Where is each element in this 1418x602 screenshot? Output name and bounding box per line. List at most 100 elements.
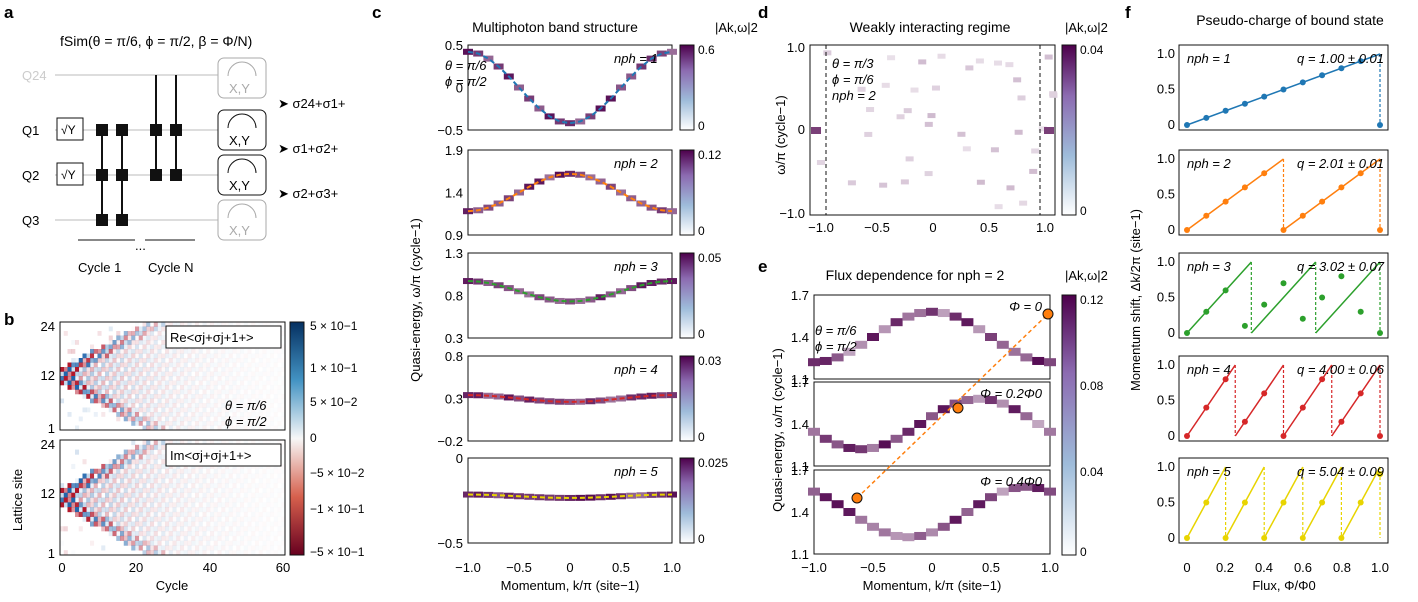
heatmap-cell xyxy=(86,507,90,512)
heatmap-cell xyxy=(274,367,278,372)
heatmap-cell xyxy=(251,358,255,363)
heatmap-cell xyxy=(210,417,214,422)
heatmap-cell xyxy=(188,498,192,503)
heatmap-cell xyxy=(71,474,75,479)
heatmap-cell xyxy=(79,408,83,413)
heatmap-cell xyxy=(135,454,139,459)
heatmap-cell xyxy=(154,345,158,350)
heatmap-cell xyxy=(221,498,225,503)
heatmap-cell xyxy=(143,327,147,332)
f-ytick: 0.5 xyxy=(1157,82,1175,97)
heatmap-cell xyxy=(150,526,154,531)
e-cell xyxy=(926,528,938,536)
heatmap-cell xyxy=(244,507,248,512)
heatmap-cell xyxy=(105,331,109,336)
heatmap-cell xyxy=(210,385,214,390)
heatmap-cell xyxy=(161,376,165,381)
heatmap-cell xyxy=(158,363,162,368)
heatmap-cell xyxy=(266,358,270,363)
heatmap-cell xyxy=(75,381,79,386)
heatmap-cell xyxy=(154,376,158,381)
heatmap-cell xyxy=(158,358,162,363)
heatmap-cell xyxy=(188,385,192,390)
heatmap-cell xyxy=(90,403,94,408)
heatmap-cell xyxy=(278,521,282,526)
heatmap-cell xyxy=(248,502,252,507)
heatmap-cell xyxy=(98,349,102,354)
heatmap-cell xyxy=(86,327,90,332)
heatmap-cell xyxy=(68,526,72,531)
heatmap-cell xyxy=(143,394,147,399)
heatmap-cell xyxy=(139,459,143,464)
heatmap-cell xyxy=(71,385,75,390)
heatmap-cell xyxy=(113,412,117,417)
heatmap-cell xyxy=(64,331,68,336)
heatmap-cell xyxy=(274,469,278,474)
heatmap-cell xyxy=(101,498,105,503)
heatmap-cell xyxy=(113,545,117,550)
heatmap-cell xyxy=(109,417,113,422)
heatmap-cell xyxy=(244,376,248,381)
heatmap-cell xyxy=(270,408,274,413)
heatmap-cell xyxy=(109,541,113,546)
heatmap-cell xyxy=(195,354,199,359)
heatmap-cell xyxy=(278,531,282,536)
heatmap-cell xyxy=(255,385,259,390)
heatmap-cell xyxy=(214,478,218,483)
heatmap-cell xyxy=(64,417,68,422)
heatmap-cell xyxy=(143,536,147,541)
f-point xyxy=(1184,535,1190,541)
heatmap-cell xyxy=(71,498,75,503)
heatmap-cell xyxy=(188,376,192,381)
heatmap-cell xyxy=(154,421,158,426)
heatmap-cell xyxy=(109,363,113,368)
heatmap-cell xyxy=(83,483,87,488)
heatmap-cell xyxy=(105,381,109,386)
heatmap-cell xyxy=(278,469,282,474)
heatmap-cell xyxy=(86,381,90,386)
heatmap-cell xyxy=(221,536,225,541)
heatmap-cell xyxy=(180,358,184,363)
heatmap-cell xyxy=(161,322,165,327)
heatmap-cell xyxy=(60,363,64,368)
heatmap-cell xyxy=(90,390,94,395)
heatmap-cell xyxy=(90,493,94,498)
heatmap-cell xyxy=(146,376,150,381)
heatmap-cell xyxy=(161,526,165,531)
heatmap-cell xyxy=(113,381,117,386)
heatmap-cell xyxy=(124,493,128,498)
heatmap-cell xyxy=(109,531,113,536)
heatmap-cell xyxy=(143,498,147,503)
heatmap-cell xyxy=(71,322,75,327)
heatmap-cell xyxy=(263,541,267,546)
heatmap-cell xyxy=(131,526,135,531)
heatmap-cell xyxy=(221,478,225,483)
heatmap-cell xyxy=(90,372,94,377)
heatmap-cell xyxy=(83,488,87,493)
heatmap-cell xyxy=(203,363,207,368)
heatmap-cell xyxy=(71,454,75,459)
heatmap-cell xyxy=(203,399,207,404)
heatmap-cell xyxy=(105,372,109,377)
heatmap-cell xyxy=(90,327,94,332)
heatmap-cell xyxy=(278,545,282,550)
heatmap-cell xyxy=(128,421,132,426)
heatmap-cell xyxy=(229,385,233,390)
heatmap-cell xyxy=(154,336,158,341)
f-ytick: 1.0 xyxy=(1157,357,1175,372)
heatmap-cell xyxy=(154,372,158,377)
heatmap-cell xyxy=(135,390,139,395)
heatmap-cell xyxy=(68,493,72,498)
e-cell xyxy=(1032,420,1044,428)
heatmap-cell xyxy=(131,336,135,341)
heatmap-cell xyxy=(214,372,218,377)
heatmap-cell xyxy=(158,474,162,479)
heatmap-cell xyxy=(255,541,259,546)
heatmap-cell xyxy=(229,517,233,522)
heatmap-cell xyxy=(263,517,267,522)
heatmap-cell xyxy=(109,545,113,550)
heatmap-cell xyxy=(101,474,105,479)
heatmap-cell xyxy=(173,421,177,426)
heatmap-cell xyxy=(90,526,94,531)
heatmap-cell xyxy=(274,354,278,359)
